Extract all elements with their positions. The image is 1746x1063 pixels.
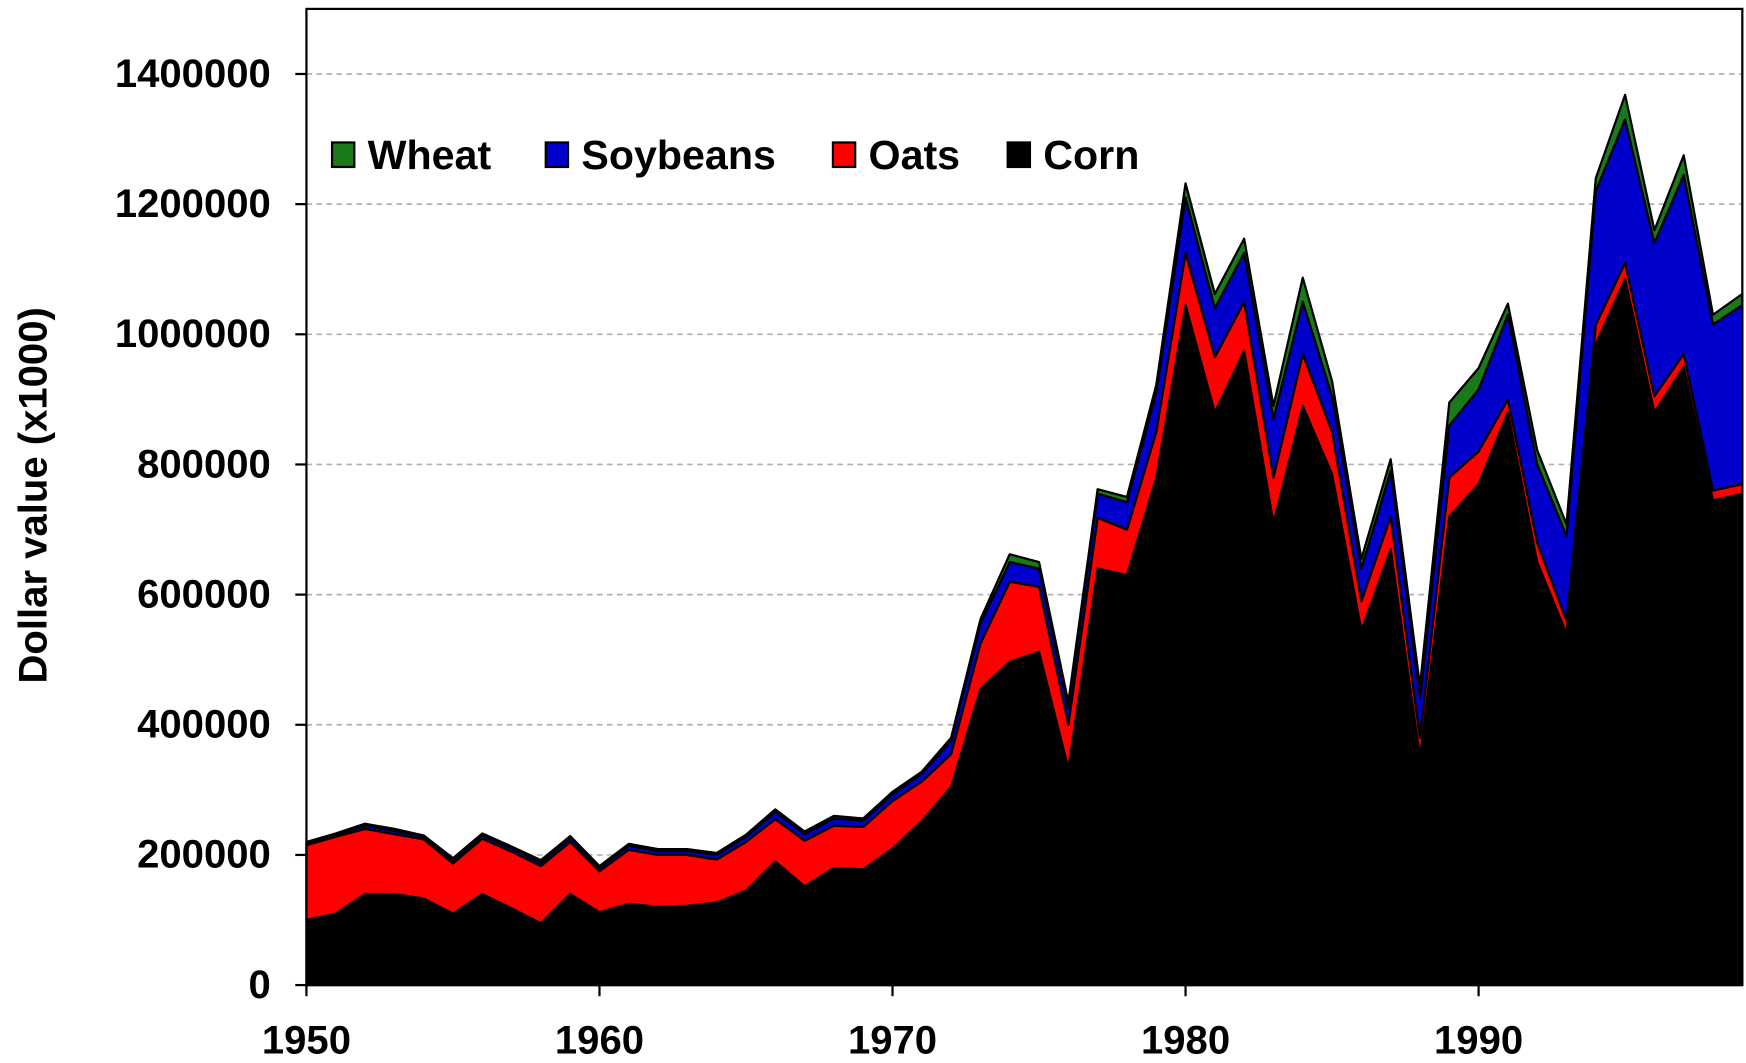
x-tick-label: 1980 (1141, 1019, 1230, 1063)
legend-label: Soybeans (581, 132, 776, 178)
legend-label: Oats (869, 132, 961, 178)
y-tick-label: 200000 (137, 833, 271, 877)
x-tick-label: 1960 (555, 1019, 644, 1063)
y-tick-label: 800000 (137, 442, 271, 486)
legend-label: Wheat (368, 132, 492, 178)
legend-swatch (831, 141, 857, 169)
x-tick-label: 1950 (262, 1019, 351, 1063)
y-axis-title: Dollar value (x1000) (12, 307, 56, 683)
y-tick-label: 1000000 (115, 312, 271, 356)
legend-swatch (544, 141, 570, 169)
x-tick-label: 1990 (1434, 1019, 1523, 1063)
legend-swatch (330, 141, 356, 169)
y-tick-label: 600000 (137, 572, 271, 616)
y-tick-label: 0 (249, 963, 271, 1007)
x-tick-label: 1970 (848, 1019, 937, 1063)
legend-label: Corn (1043, 132, 1139, 178)
plot-frame (305, 7, 1744, 987)
y-tick-label: 1200000 (115, 182, 271, 226)
y-tick-label: 400000 (137, 703, 271, 747)
y-tick-label: 1400000 (115, 52, 271, 96)
legend-swatch (1006, 141, 1032, 169)
